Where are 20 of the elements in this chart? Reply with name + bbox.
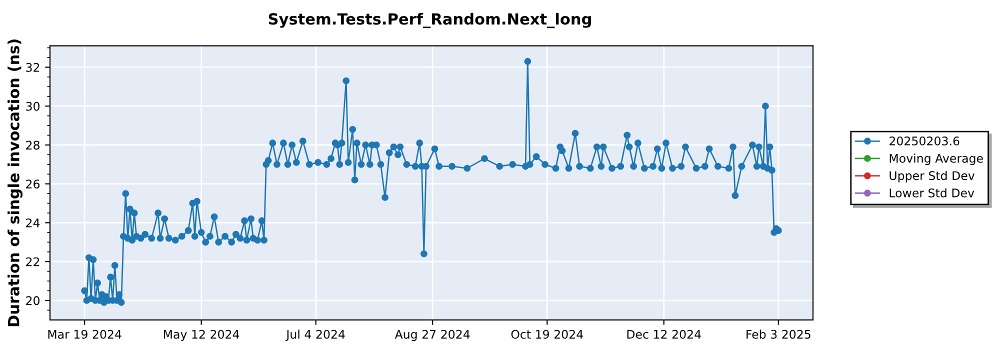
legend-label: Moving Average xyxy=(890,154,983,166)
y-tick-label: 32 xyxy=(26,62,40,72)
y-tick-label: 20 xyxy=(26,296,40,306)
x-tick-label: Jul 4 2024 xyxy=(286,330,345,341)
x-tick-label: Mar 19 2024 xyxy=(48,330,122,339)
x-tick-label: May 12 2024 xyxy=(164,330,240,342)
x-tick-label: Aug 27 2024 xyxy=(394,330,470,342)
chart-title: System.Tests.Perf_Random.Next_long xyxy=(268,12,591,28)
y-tick-label: 28 xyxy=(26,140,40,150)
legend-label: 20250203.6 xyxy=(890,136,960,146)
x-tick-label: Dec 12 2024 xyxy=(627,330,701,339)
y-tick-label: 26 xyxy=(26,180,40,188)
y-axis-title: Duration of single invocation (ns) xyxy=(8,40,22,326)
x-tick-label: Feb 3 2025 xyxy=(746,330,810,339)
y-tick-label: 24 xyxy=(26,218,40,228)
legend-label: Upper Std Dev xyxy=(890,170,975,182)
y-tick-label: 30 xyxy=(26,102,40,111)
y-tick-label: 22 xyxy=(26,257,40,266)
x-tick-label: Oct 19 2024 xyxy=(511,330,583,339)
legend-label: Lower Std Dev xyxy=(890,188,974,198)
